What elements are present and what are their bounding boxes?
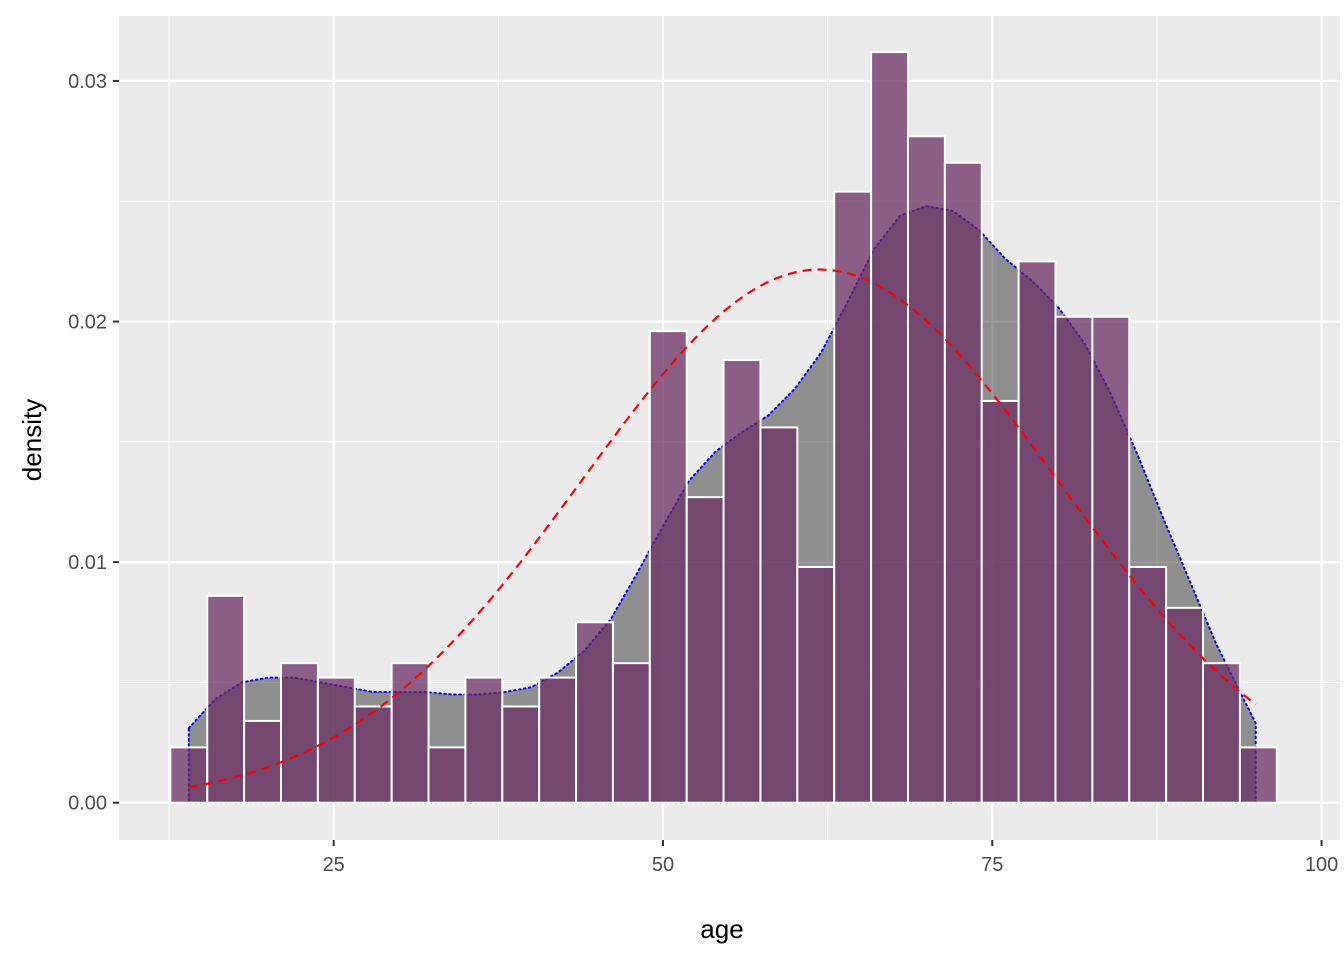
histogram-bar — [611, 662, 651, 804]
y-tick-label: 0.03 — [68, 71, 107, 93]
histogram-bar — [464, 676, 504, 804]
x-tick-label: 75 — [981, 854, 1003, 876]
histogram-bar — [243, 719, 283, 804]
histogram-bar — [722, 359, 762, 804]
histogram-bar — [1128, 565, 1168, 804]
x-tick-label: 25 — [323, 854, 345, 876]
histogram-bar — [1165, 606, 1205, 804]
histogram-bar — [575, 621, 614, 804]
histogram-bar — [1238, 746, 1278, 804]
x-axis-title: age — [700, 914, 743, 944]
histogram-bar — [1017, 260, 1057, 804]
normal-density-curve — [188, 268, 1257, 789]
histogram-bar — [1202, 662, 1241, 804]
histogram-bar — [427, 746, 467, 804]
histogram-bar — [390, 662, 430, 804]
histogram-bar — [906, 135, 946, 804]
histogram-bar — [870, 51, 909, 804]
histogram-bar — [280, 662, 319, 804]
y-tick-label: 0.01 — [68, 552, 107, 574]
histogram-bar — [206, 594, 246, 804]
normal-curve-layer — [188, 268, 1257, 789]
histogram-bar — [353, 705, 393, 804]
histogram-bars — [169, 51, 1278, 804]
histogram-bar — [1054, 315, 1094, 804]
histogram-bar — [169, 746, 209, 804]
y-tick-label: 0.00 — [68, 793, 107, 815]
histogram-bar — [648, 330, 688, 804]
y-axis: 0.00 0.01 0.02 0.03 — [68, 71, 119, 815]
histogram-bar — [833, 190, 873, 804]
histogram-bar — [685, 496, 725, 804]
histogram-bar — [316, 676, 356, 804]
histogram-bar — [501, 705, 541, 804]
histogram-bar — [538, 676, 578, 804]
histogram-bar — [943, 161, 983, 804]
y-tick-label: 0.02 — [68, 312, 107, 334]
histogram-bar — [759, 426, 799, 804]
histogram-bar — [796, 565, 836, 804]
x-axis: 25 50 75 100 — [323, 840, 1338, 876]
kde-outline — [187, 205, 1257, 804]
y-axis-title: density — [17, 399, 47, 481]
histogram-bar — [980, 399, 1020, 804]
x-tick-label: 100 — [1305, 854, 1338, 876]
histogram-bar — [1091, 315, 1131, 804]
x-tick-label: 50 — [652, 854, 674, 876]
